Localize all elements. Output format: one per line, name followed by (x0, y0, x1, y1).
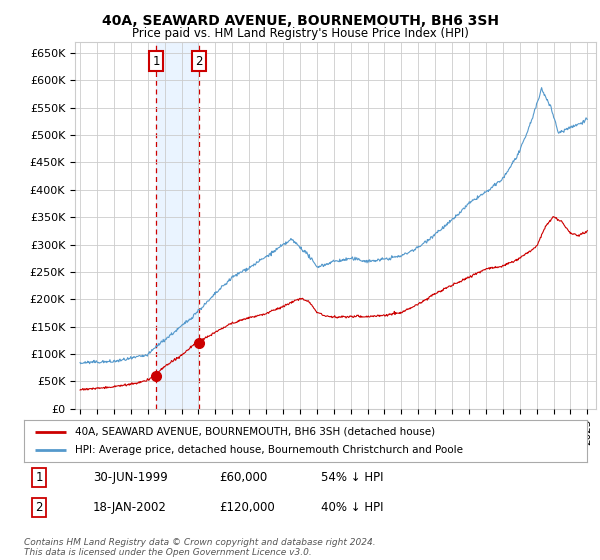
Text: HPI: Average price, detached house, Bournemouth Christchurch and Poole: HPI: Average price, detached house, Bour… (74, 445, 463, 455)
Text: 30-JUN-1999: 30-JUN-1999 (93, 470, 168, 484)
Text: £120,000: £120,000 (219, 501, 275, 515)
Text: 40% ↓ HPI: 40% ↓ HPI (321, 501, 383, 515)
Text: 1: 1 (152, 55, 160, 68)
Text: £60,000: £60,000 (219, 470, 267, 484)
Text: Price paid vs. HM Land Registry's House Price Index (HPI): Price paid vs. HM Land Registry's House … (131, 27, 469, 40)
Text: 54% ↓ HPI: 54% ↓ HPI (321, 470, 383, 484)
Text: 2: 2 (35, 501, 43, 515)
Text: Contains HM Land Registry data © Crown copyright and database right 2024.
This d: Contains HM Land Registry data © Crown c… (24, 538, 376, 557)
Text: 2: 2 (196, 55, 203, 68)
Bar (156, 42, 199, 409)
Text: 1: 1 (35, 470, 43, 484)
Text: 40A, SEAWARD AVENUE, BOURNEMOUTH, BH6 3SH (detached house): 40A, SEAWARD AVENUE, BOURNEMOUTH, BH6 3S… (74, 427, 435, 437)
Text: 18-JAN-2002: 18-JAN-2002 (93, 501, 167, 515)
Text: 40A, SEAWARD AVENUE, BOURNEMOUTH, BH6 3SH: 40A, SEAWARD AVENUE, BOURNEMOUTH, BH6 3S… (101, 14, 499, 28)
